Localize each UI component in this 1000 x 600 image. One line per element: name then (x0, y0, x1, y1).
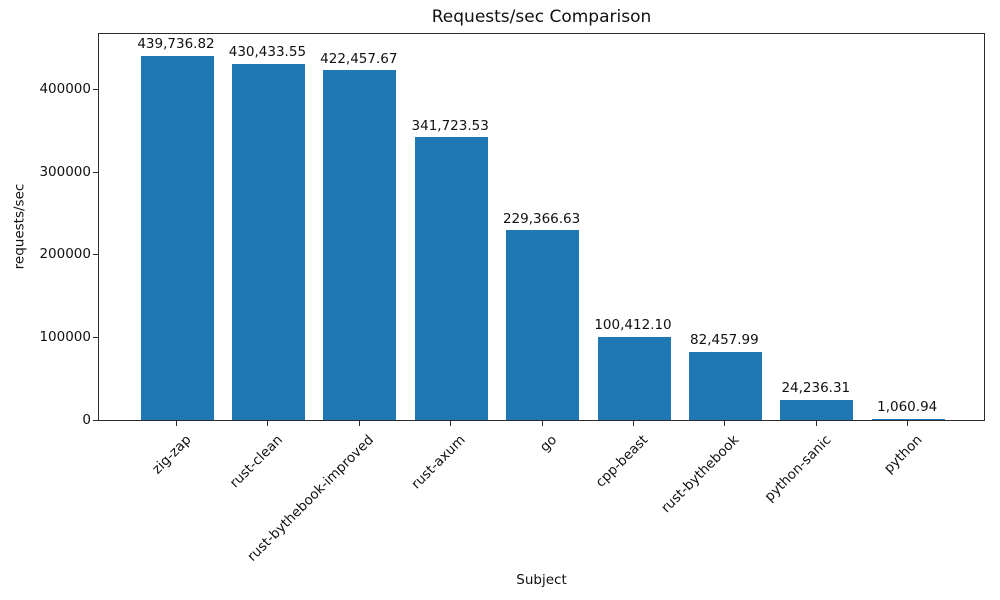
bar-value-label: 100,412.10 (594, 317, 672, 334)
bar-python (871, 418, 945, 420)
bar-rust-bythebook (688, 351, 762, 420)
x-axis-tick (724, 421, 726, 426)
x-tick-label-zig-zap: zig-zap (148, 432, 195, 478)
y-tick-label: 300000 (39, 163, 91, 180)
x-axis-label: Subject (516, 572, 567, 588)
x-axis-tick (907, 421, 909, 426)
x-axis-tick (358, 421, 360, 426)
x-tick-label-python: python (880, 432, 926, 477)
y-tick-label: 400000 (39, 80, 91, 97)
plot-area (98, 33, 985, 421)
bar-value-label: 422,457.67 (320, 50, 398, 67)
bar-rust-clean (231, 63, 305, 420)
x-axis-tick (450, 421, 452, 426)
bar-rust-axum (414, 137, 488, 420)
bar-value-label: 24,236.31 (781, 380, 851, 397)
x-tick-label-cpp-beast: cpp-beast (592, 432, 652, 491)
x-tick-label-rust-clean: rust-clean (226, 432, 286, 492)
y-axis-label: requests/sec (11, 183, 28, 270)
x-tick-label-go: go (536, 432, 560, 456)
y-tick-label: 100000 (39, 329, 91, 346)
y-tick-label: 0 (82, 412, 91, 428)
y-axis-tick (93, 420, 98, 421)
x-tick-label-python-sanic: python-sanic (761, 432, 835, 505)
bar-value-label: 341,723.53 (411, 117, 489, 134)
bar-python-sanic (780, 399, 854, 420)
bar-value-label: 1,060.94 (877, 399, 938, 415)
chart-title: Requests/sec Comparison (431, 7, 652, 27)
bar-value-label: 82,457.99 (690, 332, 759, 349)
y-axis-tick (93, 171, 98, 173)
x-tick-label-rust-bythebook: rust-bythebook (658, 432, 743, 517)
bar-zig-zap (140, 55, 214, 420)
y-axis-tick (93, 254, 98, 256)
bar-cpp-beast (597, 336, 671, 420)
x-axis-tick (267, 421, 269, 426)
bar-value-label: 430,433.55 (228, 44, 307, 61)
x-axis-tick (176, 421, 177, 426)
x-axis-tick (541, 421, 543, 426)
y-tick-label: 200000 (39, 246, 91, 263)
bar-value-label: 439,736.82 (137, 36, 215, 53)
y-axis-tick (93, 337, 98, 339)
x-axis-tick (633, 421, 634, 426)
x-tick-label-rust-axum: rust-axum (408, 432, 469, 493)
x-axis-tick (815, 421, 817, 426)
bar-go (506, 230, 580, 420)
bar-rust-bythebook-improved (323, 70, 397, 420)
y-axis-tick (93, 88, 98, 90)
bar-value-label: 229,366.63 (502, 210, 581, 227)
